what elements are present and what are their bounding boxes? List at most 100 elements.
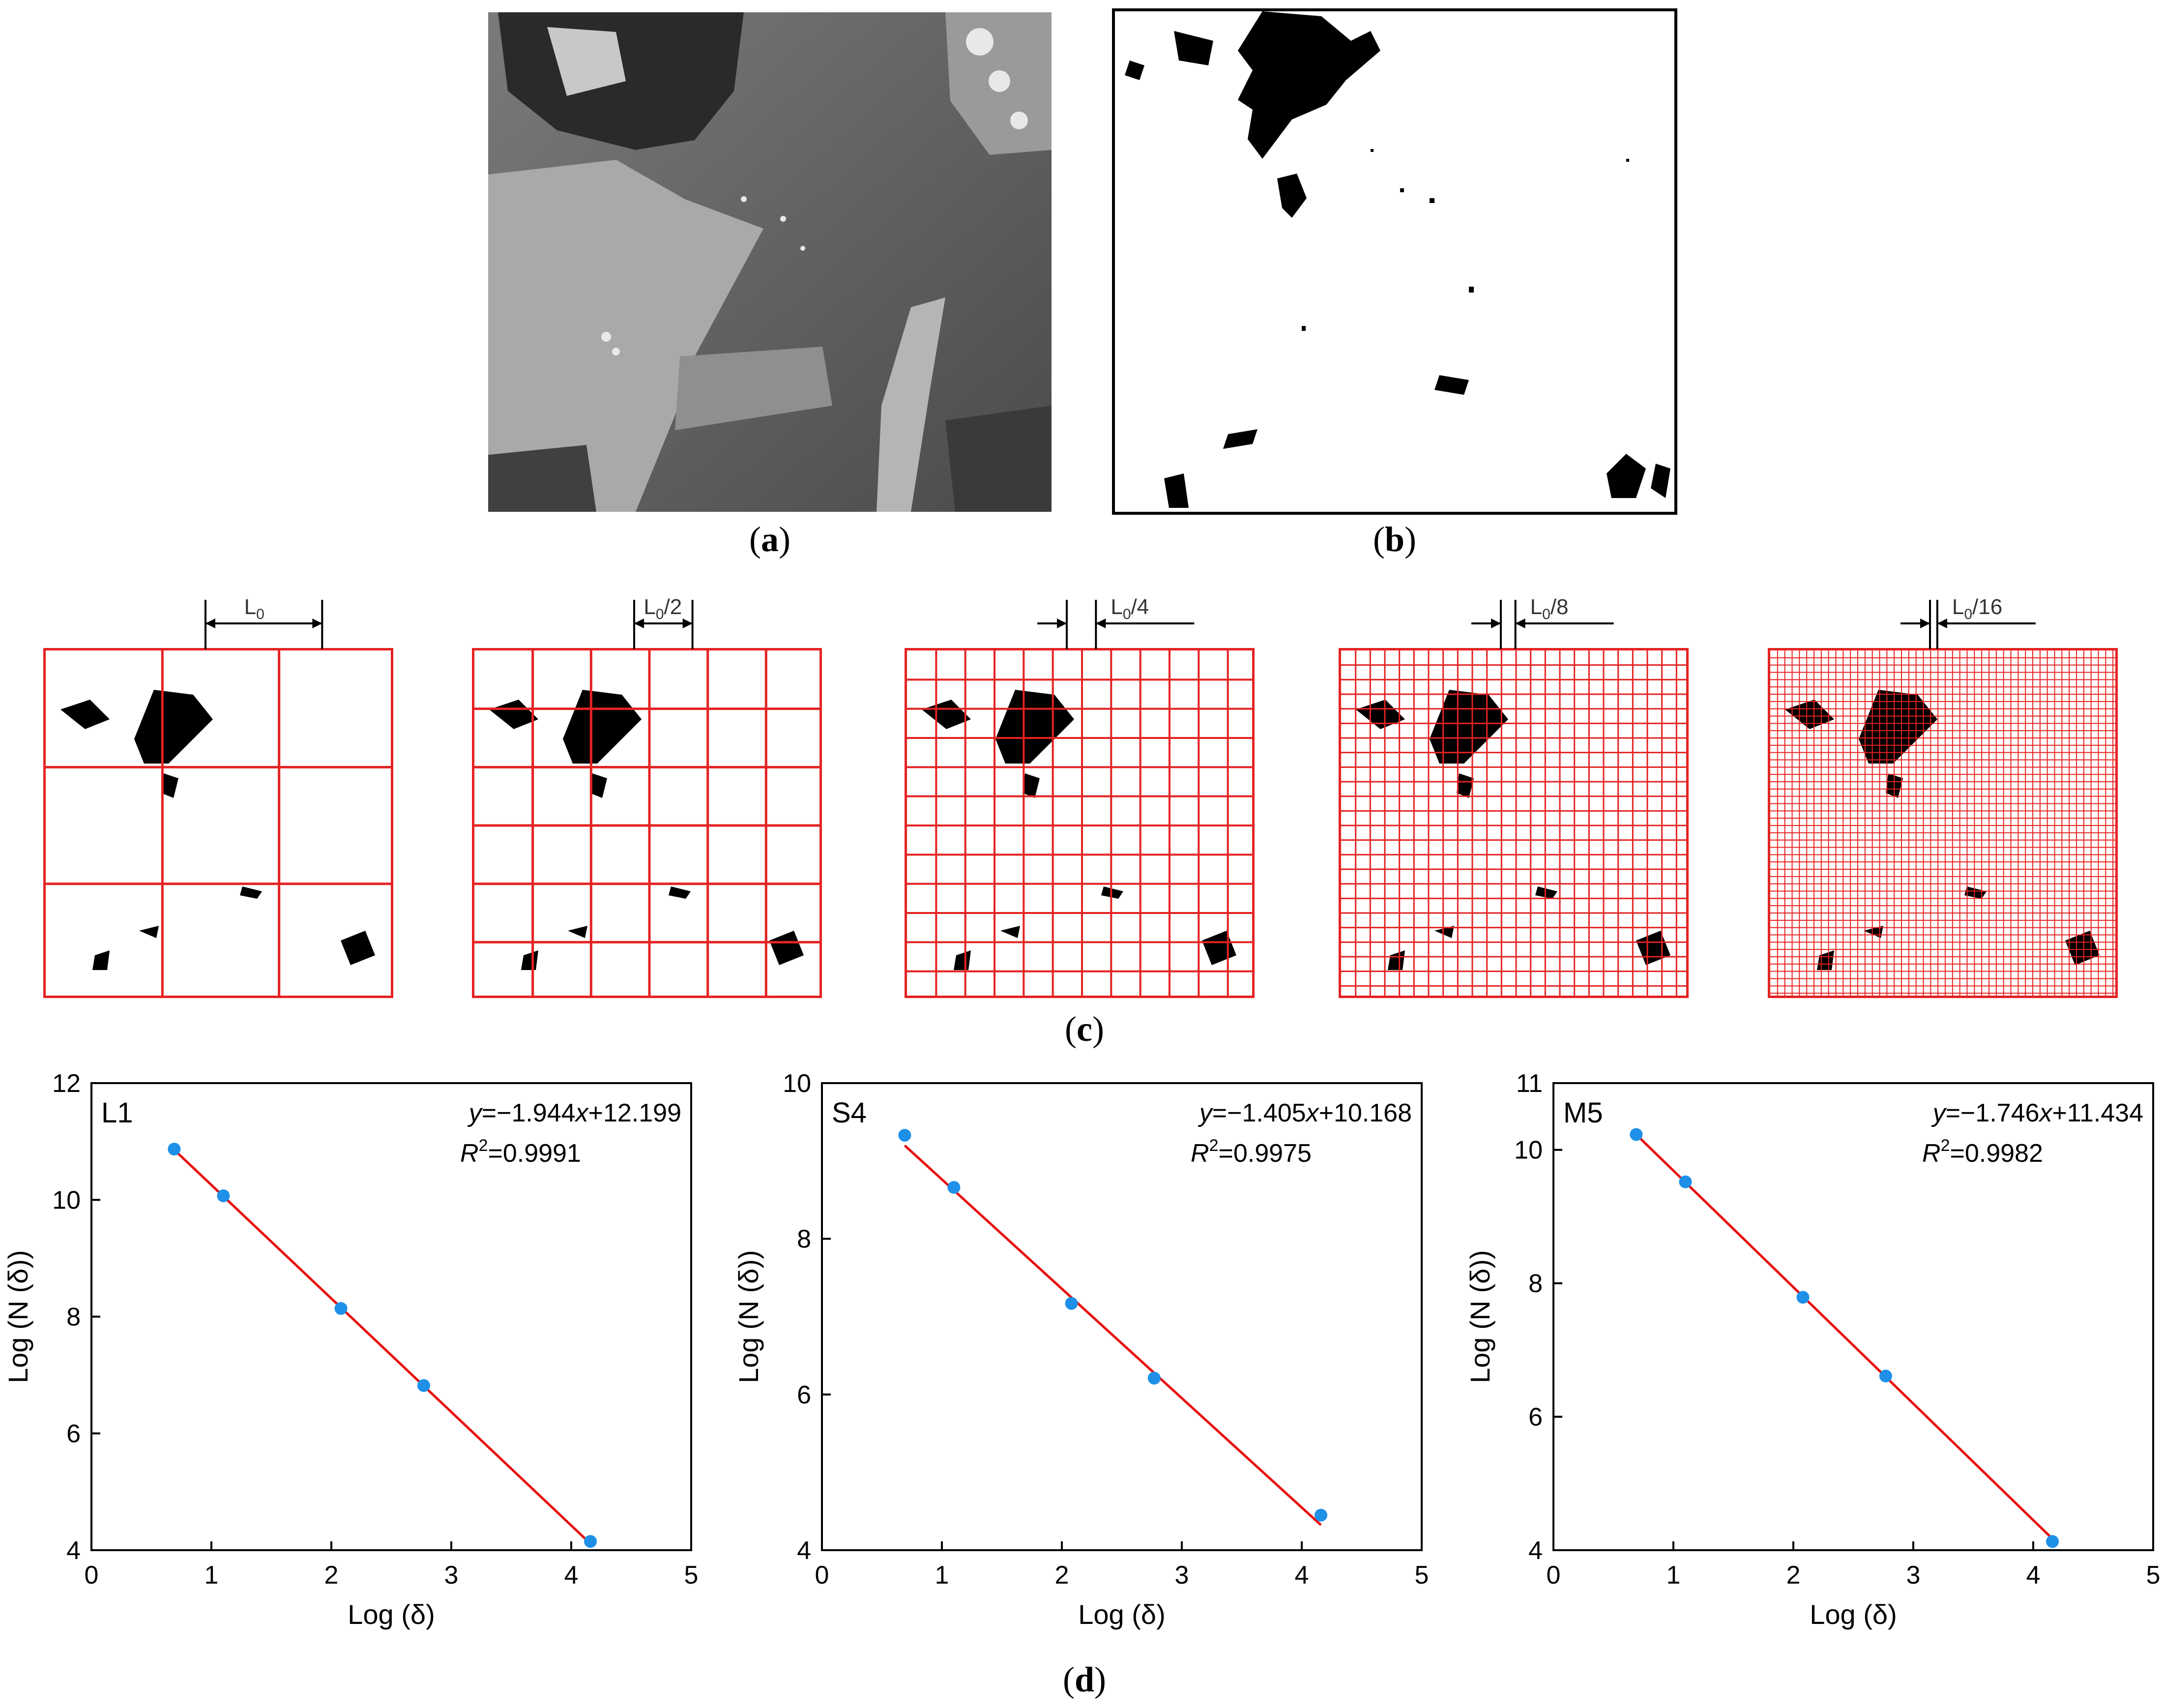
data-point (1065, 1297, 1078, 1310)
x-tick-label: 5 (1415, 1561, 1429, 1590)
pore-region (489, 700, 538, 729)
data-point (947, 1181, 961, 1194)
caption-a: (a) (749, 520, 790, 559)
plot-frame (821, 1082, 1423, 1551)
dimension-label-2: L0/2 (643, 595, 682, 622)
y-tick-label: 8 (1528, 1269, 1543, 1298)
grid-svg-3 (907, 650, 1252, 996)
pore-region (563, 690, 642, 764)
pore-region (995, 690, 1074, 764)
x-tick-label: 1 (1667, 1561, 1681, 1590)
y-tick-label: 8 (66, 1303, 81, 1331)
dimension-marker-5 (1901, 600, 2036, 649)
data-point (1679, 1175, 1692, 1188)
y-axis-label: Log (N (δ)) (1464, 1250, 1495, 1384)
x-tick-label: 0 (815, 1561, 829, 1590)
x-tick-label: 2 (324, 1561, 339, 1590)
caption-c: (c) (1065, 1009, 1104, 1049)
data-point (1796, 1291, 1810, 1304)
data-point (2046, 1535, 2059, 1548)
data-point (1630, 1128, 1643, 1141)
x-tick-label: 5 (2146, 1561, 2161, 1590)
fit-equation: y=−1.405x+10.168 (1198, 1099, 1412, 1127)
fit-line (173, 1148, 591, 1545)
dimension-label-4: L0/8 (1530, 595, 1569, 622)
grid-box-scale-1 (43, 648, 393, 998)
x-tick-label: 3 (1906, 1561, 1921, 1590)
pore-region (139, 926, 159, 938)
x-axis-label: Log (δ) (1078, 1599, 1165, 1630)
pore-region (521, 950, 538, 970)
y-tick-label: 6 (1528, 1403, 1543, 1432)
pore-region (161, 773, 178, 798)
pore-region (1023, 773, 1040, 798)
x-tick-label: 2 (1055, 1561, 1069, 1590)
r-squared: R2=0.9982 (1922, 1136, 2043, 1168)
series-tag: M5 (1563, 1097, 1603, 1129)
plot-frame (90, 1082, 692, 1551)
y-tick-label: 10 (1514, 1136, 1543, 1165)
x-tick-label: 0 (85, 1561, 99, 1590)
y-tick-label: 6 (797, 1381, 811, 1409)
y-tick-label: 11 (1516, 1069, 1543, 1098)
pore-region (92, 950, 110, 970)
pore-region (341, 931, 375, 965)
pore-region (1388, 950, 1405, 970)
y-tick-label: 4 (797, 1536, 811, 1565)
data-point (898, 1129, 911, 1142)
dimension-label-1: L0 (244, 595, 264, 622)
grid-svg-5 (1770, 650, 2115, 996)
fit-equation: y=−1.944x+12.199 (468, 1099, 681, 1127)
grid-box-scale-5 (1768, 648, 2118, 998)
data-point (217, 1189, 230, 1203)
dimension-marker-4 (1471, 600, 1614, 649)
plot-frame (1552, 1082, 2154, 1551)
fit-line (904, 1145, 1322, 1526)
y-tick-label: 8 (797, 1225, 811, 1254)
y-axis-label: Log (N (δ)) (733, 1250, 764, 1384)
series-tag: S4 (832, 1097, 867, 1129)
x-tick-label: 2 (1786, 1561, 1801, 1590)
x-tick-label: 3 (1175, 1561, 1189, 1590)
data-point (1879, 1369, 1892, 1383)
x-tick-label: 4 (564, 1561, 579, 1590)
data-point (584, 1535, 597, 1548)
plot-S4: 0 1 2 3 4 5 4 6 8 10 S4 y=−1.405x+10.168 R2=0.9975 Lo… (733, 1069, 1429, 1630)
pore-region (1636, 931, 1670, 965)
x-tick-label: 4 (2026, 1561, 2041, 1590)
pore-region (669, 886, 691, 899)
y-tick-label: 6 (66, 1420, 81, 1448)
y-axis-label: Log (N (δ)) (2, 1250, 33, 1384)
grid-box-scale-3 (905, 648, 1255, 998)
pore-region (568, 926, 587, 938)
data-point (334, 1302, 348, 1315)
dimension-label-3: L0/4 (1111, 595, 1149, 622)
pore-region (769, 931, 804, 965)
pore-region (1101, 886, 1123, 899)
grid-svg-4 (1341, 650, 1686, 996)
pore-region (1434, 926, 1454, 938)
pore-region (60, 700, 110, 729)
grid-svg-1 (46, 650, 391, 996)
fit-line (1635, 1133, 2053, 1540)
data-point (1315, 1508, 1328, 1522)
x-tick-label: 5 (684, 1561, 699, 1590)
data-point (417, 1379, 430, 1392)
data-point (168, 1143, 181, 1156)
x-tick-label: 0 (1547, 1561, 1561, 1590)
dimension-marker-2 (633, 600, 694, 649)
binary-pore-graphic (1125, 11, 1670, 508)
pore-region (1964, 886, 1987, 899)
r-squared: R2=0.9991 (460, 1136, 581, 1168)
pore-region (134, 690, 213, 764)
sem-image-graphic (488, 12, 1052, 512)
pore-region (922, 700, 971, 729)
grid-box-scale-2 (472, 648, 822, 998)
y-tick-label: 12 (52, 1069, 81, 1098)
pore-region (1000, 926, 1020, 938)
pore-region (1785, 700, 1834, 729)
y-tick-label: 4 (1528, 1536, 1543, 1565)
pore-region (2065, 931, 2100, 965)
y-tick-label: 10 (52, 1186, 81, 1215)
x-tick-label: 3 (444, 1561, 459, 1590)
